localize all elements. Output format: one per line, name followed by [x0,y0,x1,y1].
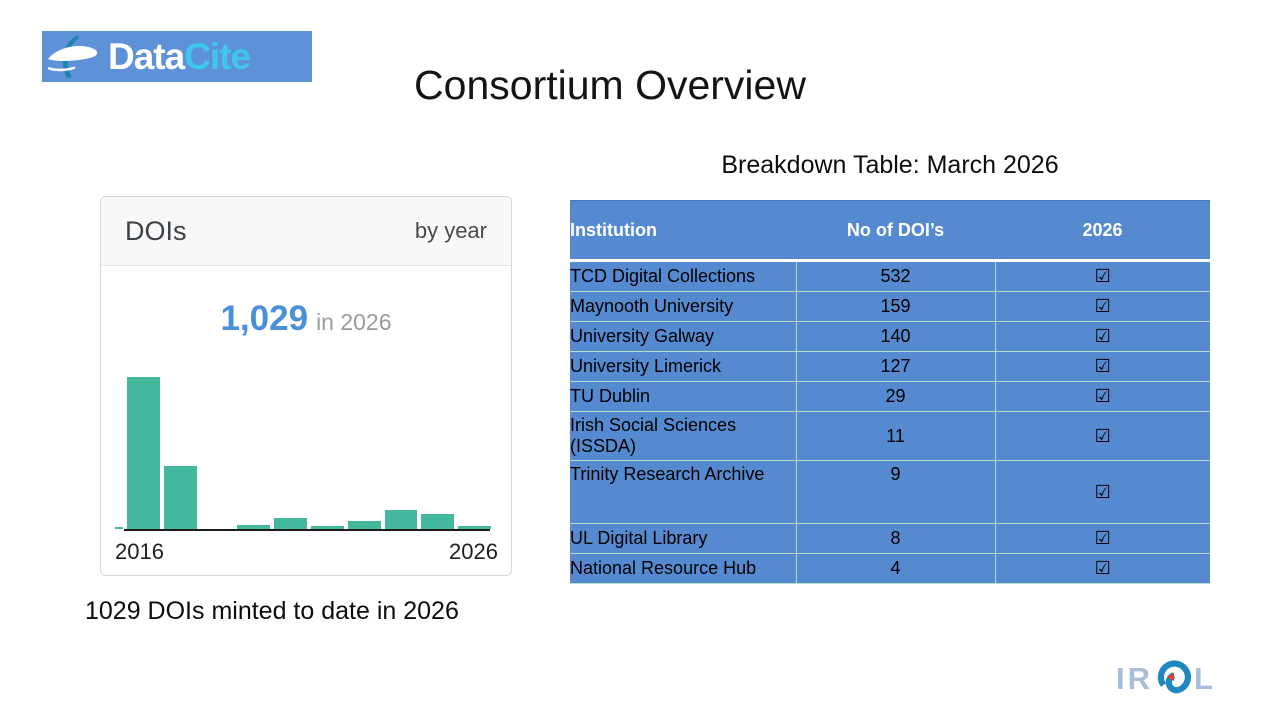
breakdown-table: Institution No of DOI’s 2026 TCD Digital… [570,200,1210,584]
x-axis-label-end: 2026 [449,539,498,564]
datacite-wordmark: DataCite [108,36,251,77]
cell-institution: National Resource Hub [570,553,796,584]
table-row: TU Dublin 29 ☑ [570,381,1210,412]
cell-doi-count: 140 [795,321,995,352]
table-row: UL Digital Library 8 ☑ [570,523,1210,554]
chart-caption: 1029 DOIs minted to date in 2026 [85,597,459,625]
table-row: Trinity Research Archive 9 ☑ [570,460,1210,524]
cell-2026-checkbox: ☑ [994,523,1210,554]
dois-chart-card: DOIs by year 1,029 in 2026 2016 2026 [100,196,512,576]
x-axis-line [124,529,490,531]
bar-2020 [237,525,271,529]
table-row: TCD Digital Collections 532 ☑ [570,260,1210,292]
chart-stat: 1,029 in 2026 [101,299,511,339]
bar-2017 [127,377,160,529]
cell-doi-count: 9 [795,460,995,524]
cell-doi-count: 532 [795,260,995,292]
irel-spiral-icon [1157,660,1192,694]
cell-institution: University Galway [570,321,796,352]
header-2026: 2026 [995,200,1210,262]
table-row: University Limerick 127 ☑ [570,351,1210,382]
bar-plot [115,369,491,529]
cell-institution: TCD Digital Collections [570,260,796,292]
irel-prefix: IR [1116,660,1153,696]
table-header-row: Institution No of DOI’s 2026 [570,200,1210,262]
cell-doi-count: 8 [795,523,995,554]
cell-doi-count: 29 [795,381,995,412]
chart-stat-suffix: in 2026 [316,309,392,335]
cell-doi-count: 127 [795,351,995,382]
datacite-word-data: Data [108,36,185,77]
chart-card-header: DOIs by year [101,197,511,266]
table-row: Irish Social Sciences (ISSDA) 11 ☑ [570,411,1210,461]
cell-2026-checkbox: ☑ [994,411,1210,461]
x-axis-labels: 2016 2026 [115,539,498,565]
bar-2024 [384,510,418,529]
cell-doi-count: 159 [795,291,995,322]
table-row: Maynooth University 159 ☑ [570,291,1210,322]
cell-2026-checkbox: ☑ [994,291,1210,322]
cell-2026-checkbox: ☑ [994,553,1210,584]
cell-institution: University Limerick [570,351,796,382]
bar-2023 [347,521,381,529]
bar-2022 [310,526,344,529]
irel-suffix: L [1194,660,1216,696]
cell-2026-checkbox: ☑ [994,351,1210,382]
bar-2016 [115,527,123,529]
datacite-mark-icon [48,34,98,78]
datacite-word-cite: Cite [184,36,251,77]
chart-card-subtitle: by year [414,218,487,243]
cell-institution: Irish Social Sciences (ISSDA) [570,411,796,461]
bar-2021 [274,518,307,529]
page-title: Consortium Overview [414,62,806,108]
bar-2018 [163,466,197,529]
table-title: Breakdown Table: March 2026 [721,151,1059,179]
x-axis-label-start: 2016 [115,539,164,564]
cell-2026-checkbox: ☑ [994,321,1210,352]
header-no-of-dois: No of DOI’s [796,200,995,262]
chart-card-title: DOIs [125,215,187,246]
cell-2026-checkbox: ☑ [994,381,1210,412]
cell-doi-count: 4 [795,553,995,584]
datacite-logo: DataCite [42,31,312,82]
cell-institution: Trinity Research Archive [570,460,796,524]
cell-institution: Maynooth University [570,291,796,322]
cell-institution: TU Dublin [570,381,796,412]
bar-2026 [458,526,491,529]
irel-logo: IR L [1116,656,1216,700]
bar-2025 [421,514,455,529]
header-institution: Institution [570,200,796,262]
breakdown-table-head: Institution No of DOI’s 2026 [570,200,1210,262]
breakdown-table-body: TCD Digital Collections 532 ☑ Maynooth Univ… [570,260,1210,584]
cell-2026-checkbox: ☑ [994,460,1210,524]
chart-stat-value: 1,029 [220,299,309,338]
cell-doi-count: 11 [795,411,995,461]
cell-institution: UL Digital Library [570,523,796,554]
table-row: University Galway 140 ☑ [570,321,1210,352]
table-row: National Resource Hub 4 ☑ [570,553,1210,584]
cell-2026-checkbox: ☑ [994,260,1210,292]
